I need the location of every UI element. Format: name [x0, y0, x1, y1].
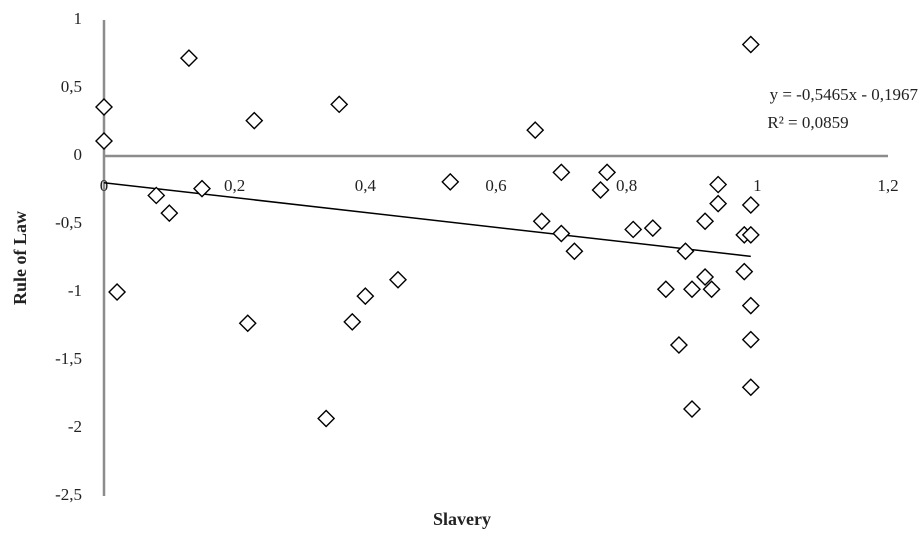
scatter-point [389, 270, 407, 289]
scatter-point [598, 163, 617, 182]
scatter-point [696, 268, 715, 287]
scatter-point [356, 287, 375, 306]
scatter-point [317, 409, 336, 428]
scatter-point [591, 181, 610, 199]
scatter-point [709, 175, 728, 194]
x-tick-label: 0,6 [485, 176, 506, 195]
scatter-point [741, 296, 760, 315]
scatter-point [683, 399, 701, 418]
x-tick-label: 0,8 [616, 176, 637, 195]
scatter-point [330, 95, 349, 114]
scatter-point [741, 195, 760, 214]
y-tick-label: -2,5 [55, 485, 82, 504]
y-tick-label: -2 [68, 417, 82, 436]
scatter-point [741, 35, 760, 54]
x-tick-label: 1,2 [877, 176, 898, 195]
scatter-point [95, 98, 113, 117]
scatter-point [179, 49, 198, 68]
y-tick-label: -1,5 [55, 349, 82, 368]
x-tick-label: 1 [753, 176, 762, 195]
y-tick-label: -1 [68, 281, 82, 300]
scatter-point [696, 212, 715, 231]
scatter-point [526, 121, 545, 140]
scatter-point [741, 225, 760, 244]
x-axis-title: Slavery [433, 509, 491, 529]
scatter-point [95, 132, 113, 151]
scatter-point [245, 111, 264, 130]
y-tick-label: 0 [74, 145, 83, 164]
scatter-point [709, 194, 728, 213]
scatter-point [147, 186, 166, 205]
scatter-point [669, 336, 688, 355]
x-tick-label: 0,2 [224, 176, 245, 195]
trendline [103, 182, 751, 258]
scatter-point [643, 219, 662, 238]
trendline-equation: y = -0,5465x - 0,1967 [770, 85, 919, 104]
x-tick-label: 0,4 [355, 176, 377, 195]
scatter-point [193, 179, 211, 198]
y-tick-label: 0,5 [61, 77, 82, 96]
scatter-point [735, 262, 754, 281]
y-tick-label: -0,5 [55, 213, 82, 232]
scatter-point [552, 163, 571, 182]
scatter-point [702, 280, 721, 299]
y-tick-label: 1 [74, 9, 83, 28]
scatter-point [441, 172, 460, 191]
scatter-point [683, 280, 701, 299]
scatter-point [676, 242, 695, 261]
scatter-point [741, 330, 760, 349]
trendline-r2: R² = 0,0859 [767, 113, 848, 132]
y-axis-title: Rule of Law [10, 211, 30, 305]
x-tick-label: 0 [100, 176, 109, 195]
scatter-point [624, 220, 643, 239]
scatter-point [343, 312, 362, 331]
scatter-point [565, 242, 584, 261]
scatter-point [532, 212, 551, 231]
scatter-point [552, 224, 571, 243]
scatter-point [108, 283, 127, 301]
scatter-point [238, 314, 257, 333]
scatter-point [160, 204, 179, 223]
scatter-point [741, 378, 760, 397]
scatter-point [656, 280, 675, 299]
